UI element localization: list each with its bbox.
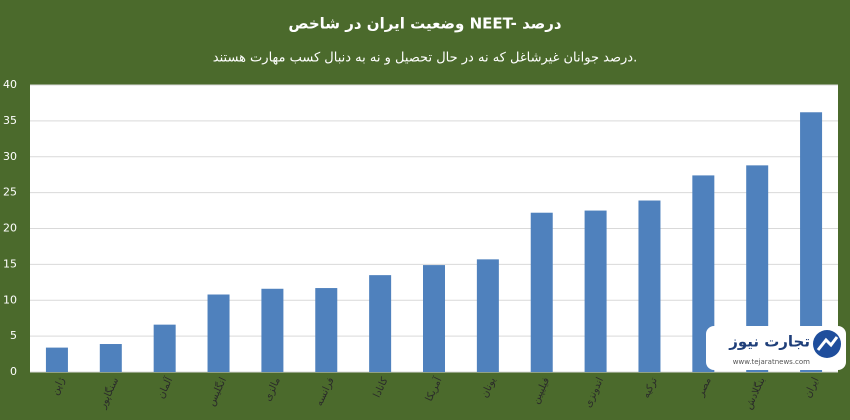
y-tick-label: 10 [3,293,17,306]
bar [584,210,607,372]
bar [261,288,284,372]
watermark-name: تجارت نیوز [728,333,810,351]
bar [369,275,392,372]
watermark-icon [813,330,841,358]
bar [692,175,715,372]
y-tick-label: 15 [3,257,17,270]
watermark-box [706,326,846,370]
bar [746,165,769,372]
y-tick-label: 5 [10,329,17,342]
bar [99,344,122,372]
bar [315,288,338,372]
y-tick-label: 40 [3,78,17,91]
chart-title: وضعیت ایران در شاخص NEET- درصد [288,15,562,33]
bar [423,265,445,372]
bar [638,200,661,372]
watermark-url: www.tejaratnews.com [733,358,810,366]
y-tick-label: 0 [10,365,17,378]
y-tick-label: 20 [3,222,17,235]
bar [800,112,823,372]
y-tick-label: 35 [3,114,17,127]
watermark: تجارت نیوز www.tejaratnews.com [706,326,846,370]
bar [45,347,68,372]
watermark-icon-arrow [816,336,839,351]
y-tick-label: 30 [3,150,17,163]
chart-subtitle: درصد جوانان غیرشاغل که نه در حال تحصیل و… [213,51,637,66]
y-tick-label: 25 [3,186,17,199]
bar [530,212,553,372]
bar [207,294,230,372]
bar [476,259,499,372]
bar [153,324,176,372]
